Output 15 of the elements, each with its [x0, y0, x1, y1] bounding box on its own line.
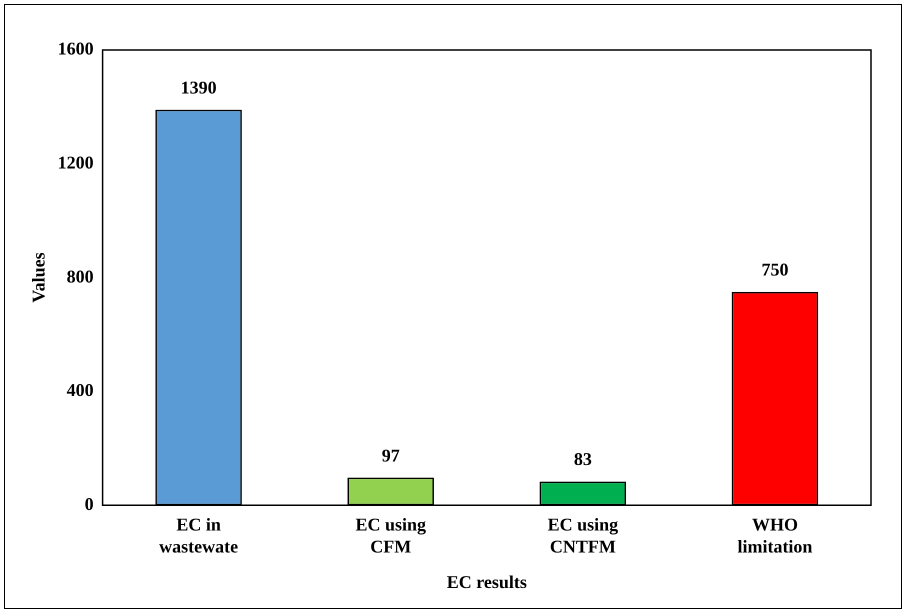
x-tick-label: EC using CNTFM [548, 514, 618, 556]
data-label: 750 [761, 259, 788, 280]
data-label: 97 [382, 445, 400, 466]
y-tick-label: 400 [66, 380, 94, 400]
y-tick-label: 0 [84, 494, 94, 514]
x-tick-label: EC using CFM [355, 514, 426, 556]
x-tick-label: WHO limitation [737, 514, 812, 556]
y-axis-title: Values [28, 252, 48, 303]
x-tick-label: EC in wastewate [159, 514, 238, 556]
y-tick-label: 1200 [58, 152, 94, 172]
data-label: 1390 [180, 77, 217, 98]
data-label: 83 [574, 449, 592, 470]
y-tick-label: 1600 [58, 38, 94, 59]
x-axis-title: EC results [446, 572, 527, 592]
y-tick-label: 800 [66, 266, 94, 286]
